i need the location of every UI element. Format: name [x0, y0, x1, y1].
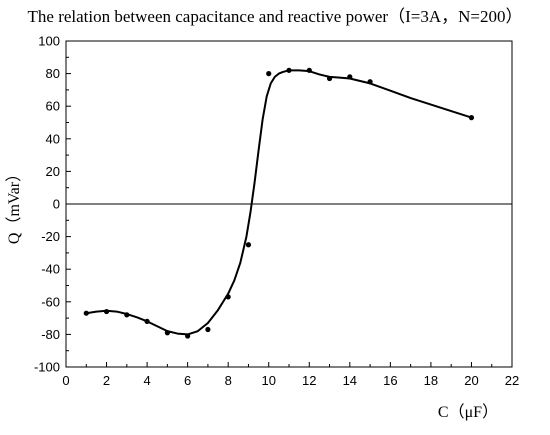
y-tick-label: -20: [41, 229, 60, 244]
data-point: [367, 79, 373, 85]
data-point: [468, 115, 475, 121]
data-point: [225, 294, 231, 300]
fitted-curve-line: [85, 69, 473, 336]
data-point: [185, 333, 191, 339]
x-tick-label: 6: [184, 373, 191, 388]
x-tick-label: 12: [302, 373, 316, 388]
y-tick-label: 80: [46, 66, 60, 81]
x-tick-label: 4: [143, 373, 150, 388]
data-point: [286, 67, 292, 73]
y-tick-label: -100: [34, 360, 60, 375]
data-point: [347, 74, 353, 80]
chart-title: The relation between capacitance and rea…: [28, 7, 523, 26]
plot-area: 0 2 4 6 8 10 12 14 16 18 20 22 -100 -80 -60 -40 -20 0 20 40…: [34, 34, 519, 389]
x-tick-label: 8: [225, 373, 232, 388]
y-tick-label: 20: [46, 164, 60, 179]
data-point: [164, 330, 170, 336]
x-tick-label: 2: [103, 373, 110, 388]
data-point: [83, 310, 89, 316]
x-tick-label: 14: [343, 373, 357, 388]
data-point: [326, 75, 333, 82]
data-point: [306, 67, 312, 73]
data-point: [103, 308, 110, 315]
data-point: [205, 326, 211, 333]
y-tick-label: 100: [38, 34, 60, 49]
y-tick-label: -40: [41, 262, 60, 277]
x-axis-title: C（μF）: [438, 403, 498, 421]
y-tick-label: 0: [53, 197, 60, 212]
x-tick-label: 20: [464, 373, 478, 388]
y-tick-label: 60: [46, 99, 60, 114]
x-tick-label: 18: [424, 373, 438, 388]
y-tick-label: -60: [41, 294, 60, 309]
data-point: [124, 312, 130, 318]
x-tick-label: 22: [505, 373, 519, 388]
data-point: [144, 318, 150, 324]
x-tick-label: 0: [62, 373, 69, 388]
x-tick-label: 10: [261, 373, 275, 388]
y-tick-label: -80: [41, 327, 60, 342]
data-point: [266, 71, 272, 77]
x-tick-label: 16: [383, 373, 397, 388]
y-axis-title: Q（mVar）: [5, 166, 23, 244]
y-tick-label: 40: [46, 131, 60, 146]
data-point: [245, 242, 252, 248]
